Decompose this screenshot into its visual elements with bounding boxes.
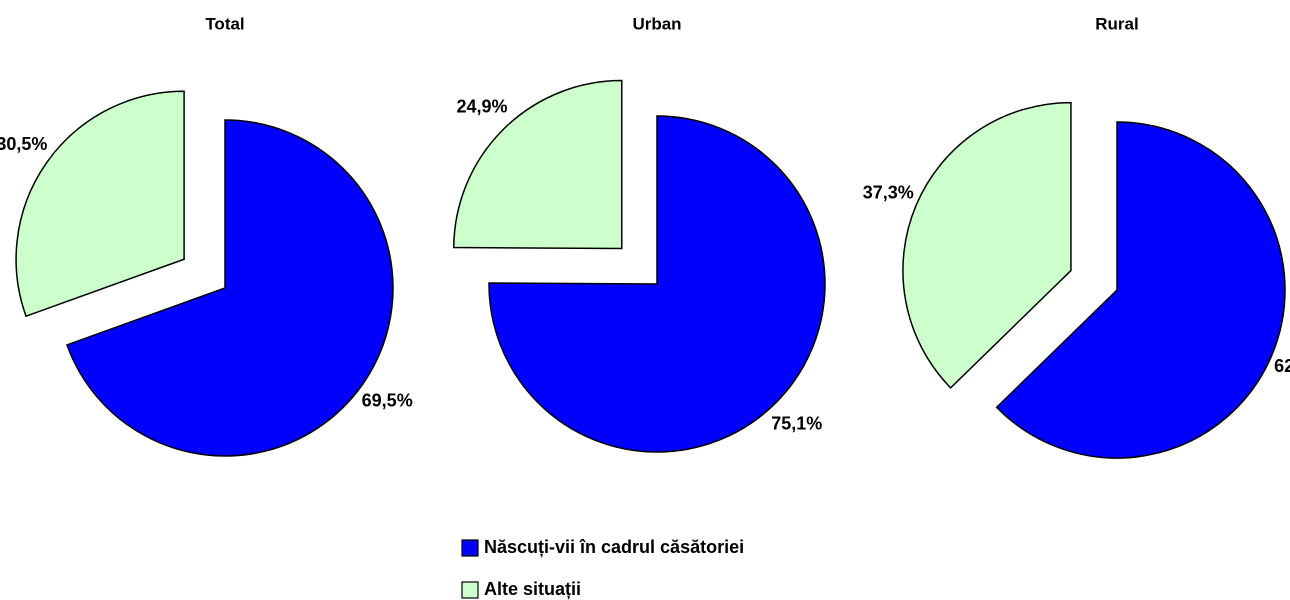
- data-label: 24,9%: [456, 97, 507, 117]
- pie-slice: [902, 101, 1072, 389]
- data-label: 75,1%: [771, 413, 822, 433]
- data-label: 30,5%: [0, 134, 47, 154]
- data-label: 37,3%: [863, 182, 914, 202]
- data-label: 69,5%: [362, 391, 413, 411]
- pie-slice: [15, 90, 185, 318]
- legend-label: Alte situații: [484, 579, 581, 599]
- legend-swatch: [461, 581, 479, 599]
- pie-slice: [65, 119, 394, 457]
- legend-swatch: [461, 539, 479, 557]
- pie-slice: [488, 115, 826, 453]
- pie-title: Rural: [1095, 14, 1138, 33]
- pie-slice: [453, 79, 623, 250]
- pie-slice: [995, 121, 1286, 459]
- pie-title: Total: [205, 14, 244, 33]
- legend-label: Născuți-vii în cadrul căsătoriei: [484, 537, 744, 557]
- data-label: 62,7%: [1274, 356, 1290, 376]
- pie-title: Urban: [632, 14, 681, 33]
